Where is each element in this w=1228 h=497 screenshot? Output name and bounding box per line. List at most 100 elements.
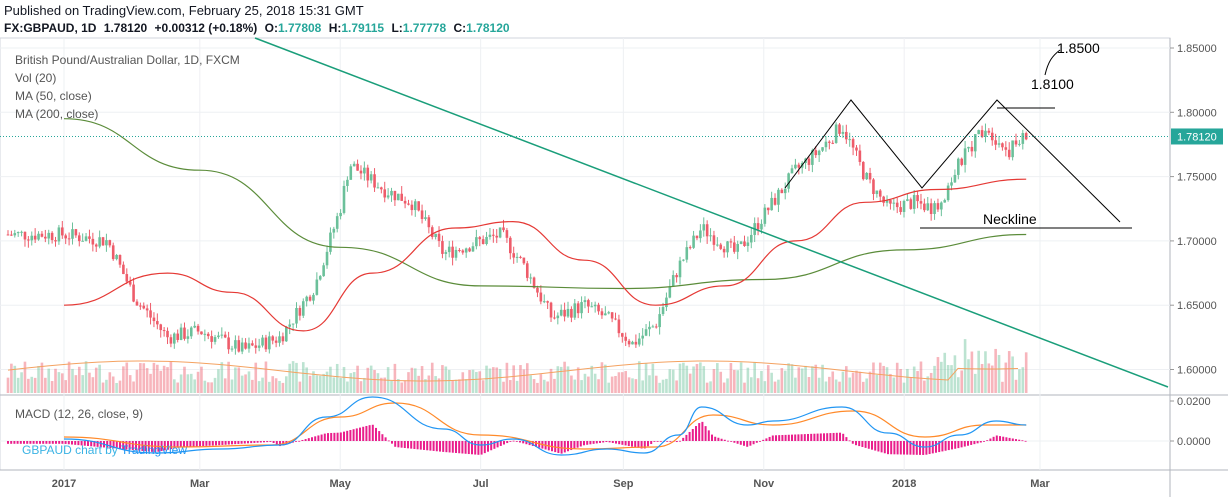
legend-ma50: MA (50, close) (15, 89, 92, 103)
macd-hist-bar (256, 441, 259, 443)
macd-hist-bar (835, 432, 838, 441)
macd-hist-bar (861, 441, 864, 447)
volume-bar (71, 368, 74, 393)
volume-bar (597, 379, 600, 393)
close-value: 1.78120 (466, 21, 510, 35)
close-label: C: (453, 21, 467, 35)
volume-bar (349, 373, 353, 393)
volume-bar (909, 377, 913, 393)
candle-body (407, 203, 410, 205)
macd-hist-bar (90, 441, 93, 447)
candle-body (125, 274, 129, 282)
volume-bar (50, 381, 54, 393)
volume-bar (329, 366, 332, 393)
macd-hist-bar (202, 441, 205, 447)
volume-bar (366, 367, 370, 393)
candle-body (990, 132, 994, 141)
volume-bar (166, 367, 169, 393)
volume-bar (675, 380, 678, 393)
macd-hist-bar (746, 441, 749, 447)
candle-body (145, 308, 149, 311)
volume-bar (410, 367, 414, 393)
candle-body (631, 341, 634, 345)
candle-body (604, 313, 607, 316)
candle-body (566, 308, 570, 317)
volume-bar (400, 382, 403, 393)
published-line: Published on TradingView.com, February 2… (4, 3, 364, 18)
candle-body (729, 241, 733, 243)
macd-hist-bar (253, 441, 256, 443)
volume-bar (441, 365, 444, 393)
macd-hist-bar (387, 440, 390, 442)
volume-bar (363, 377, 366, 393)
target1-label: 1.8100 (1031, 76, 1074, 92)
macd-label: MACD (12, 26, close, 9) (15, 407, 144, 421)
macd-hist-bar (48, 441, 51, 444)
volume-bar (926, 376, 930, 393)
macd-hist-bar (666, 441, 669, 442)
candle-body (410, 204, 414, 211)
volume-bar (763, 381, 767, 393)
macd-hist-bar (503, 441, 505, 445)
volume-bar (583, 373, 587, 393)
price-tick-label: 1.70000 (1177, 236, 1217, 248)
volume-bar (278, 380, 281, 393)
candle-body (135, 301, 139, 306)
candle-body (485, 236, 488, 245)
volume-bar (702, 366, 706, 393)
macd-hist-bar (762, 439, 765, 441)
candle-body (892, 202, 896, 204)
volume-bar (1001, 381, 1004, 393)
macd-hist-bar (317, 435, 320, 441)
macd-hist-bar (771, 435, 774, 441)
candle-body (40, 233, 44, 237)
price-tick-label: 1.85000 (1177, 43, 1217, 55)
candle-body (254, 345, 258, 348)
volume-bar (176, 382, 179, 393)
macd-tick-label: 0.0200 (1177, 396, 1211, 408)
candle-body (746, 242, 750, 247)
volume-bar (773, 381, 777, 393)
candle-body (298, 307, 302, 316)
macd-hist-bar (1011, 438, 1014, 441)
volume-bar (318, 375, 322, 393)
volume-bar (936, 357, 940, 393)
macd-hist-bar (445, 441, 448, 453)
macd-hist-bar (490, 441, 493, 451)
candle-body (230, 348, 234, 350)
macd-hist-bar (413, 441, 416, 449)
legend-title: British Pound/Australian Dollar, 1D, FXC… (15, 53, 240, 67)
macd-hist-bar (243, 441, 246, 444)
macd-hist-bar (240, 441, 243, 444)
macd-hist-bar (871, 441, 873, 450)
macd-tick-label: 0.0000 (1177, 436, 1211, 448)
volume-bar (631, 378, 634, 393)
volume-bar (671, 369, 675, 393)
candle-body (621, 333, 624, 337)
volume-bar (604, 364, 607, 393)
volume-bar (980, 363, 984, 393)
macd-hist-bar (499, 441, 502, 446)
macd-hist-bar (775, 435, 777, 441)
candle-body (627, 340, 631, 345)
macd-hist-bar (122, 441, 125, 450)
volume-bar (420, 366, 424, 393)
volume-bar (301, 362, 305, 393)
volume-bar (193, 379, 196, 393)
candle-body (861, 161, 865, 180)
volume-bar (295, 362, 298, 393)
macd-hist-bar (912, 441, 915, 455)
candle-body (393, 190, 397, 201)
volume-bar (152, 362, 156, 393)
candle-body (654, 326, 658, 328)
candle-body (824, 141, 828, 148)
volume-bar (183, 366, 186, 393)
volume-bar (509, 380, 512, 393)
macd-hist-bar (138, 441, 141, 451)
candle-body (841, 131, 845, 134)
macd-hist-bar (928, 441, 931, 455)
volume-bar (580, 380, 583, 393)
candle-body (193, 325, 196, 328)
volume-bar (777, 379, 780, 393)
